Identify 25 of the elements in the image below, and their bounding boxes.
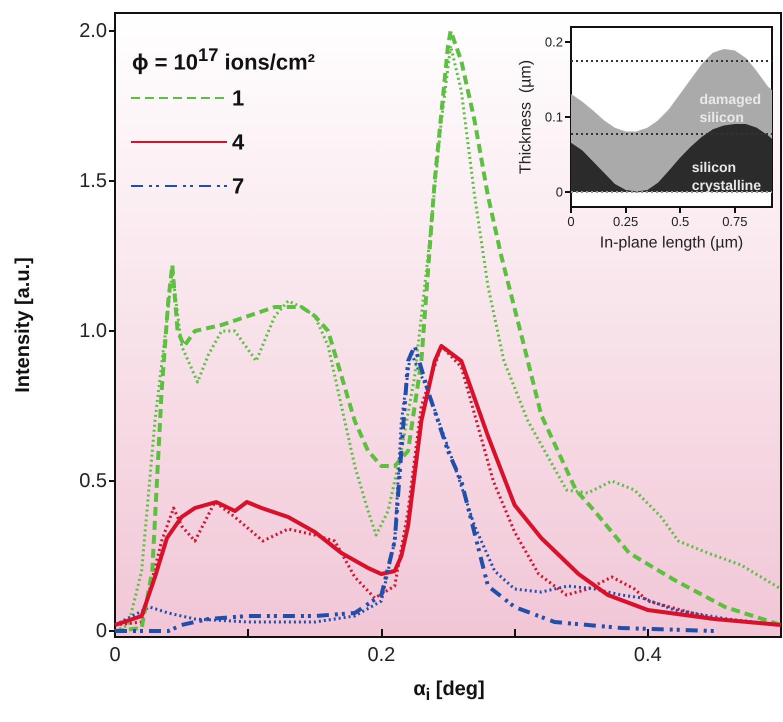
y-tick-label: 0.5: [79, 470, 107, 492]
y-tick-label: 1.5: [79, 170, 107, 192]
y-axis-title: Intensity [a.u.]: [12, 257, 34, 393]
y-tick-label: 0.2: [544, 34, 563, 50]
y-tick-label: 0: [96, 620, 107, 642]
y-tick-label: 0.1: [544, 110, 563, 124]
x-axis-title: α$_{i}$ [deg]: [412, 678, 486, 705]
y-tick-label: 2.0: [79, 20, 107, 42]
x-tick-label: 0: [109, 644, 121, 666]
legend-label: 4: [232, 130, 245, 154]
y-axis-title: Thickness (µm): [518, 60, 535, 174]
x-tick-label: 0.25: [612, 214, 638, 229]
y-tick-label: 1.0: [79, 320, 107, 342]
x-tick-label: 0.5: [671, 214, 690, 229]
legend-label: 7: [232, 174, 244, 198]
y-tick-label: 0: [556, 184, 563, 200]
legend-label: 1: [232, 86, 244, 110]
x-tick-label: 0.2: [367, 644, 396, 666]
x-tick-label: 0.75: [722, 214, 748, 229]
x-axis-title: In-plane length (µm): [600, 234, 744, 252]
annotation: silicon crystalline: [692, 159, 762, 193]
annotation: damaged silicon: [700, 91, 762, 125]
legend-title: ϕ = 10$^{17}$ ions/cm²: [132, 44, 316, 76]
x-tick-label: 0: [567, 214, 575, 229]
x-tick-label: 0.4: [634, 644, 662, 666]
